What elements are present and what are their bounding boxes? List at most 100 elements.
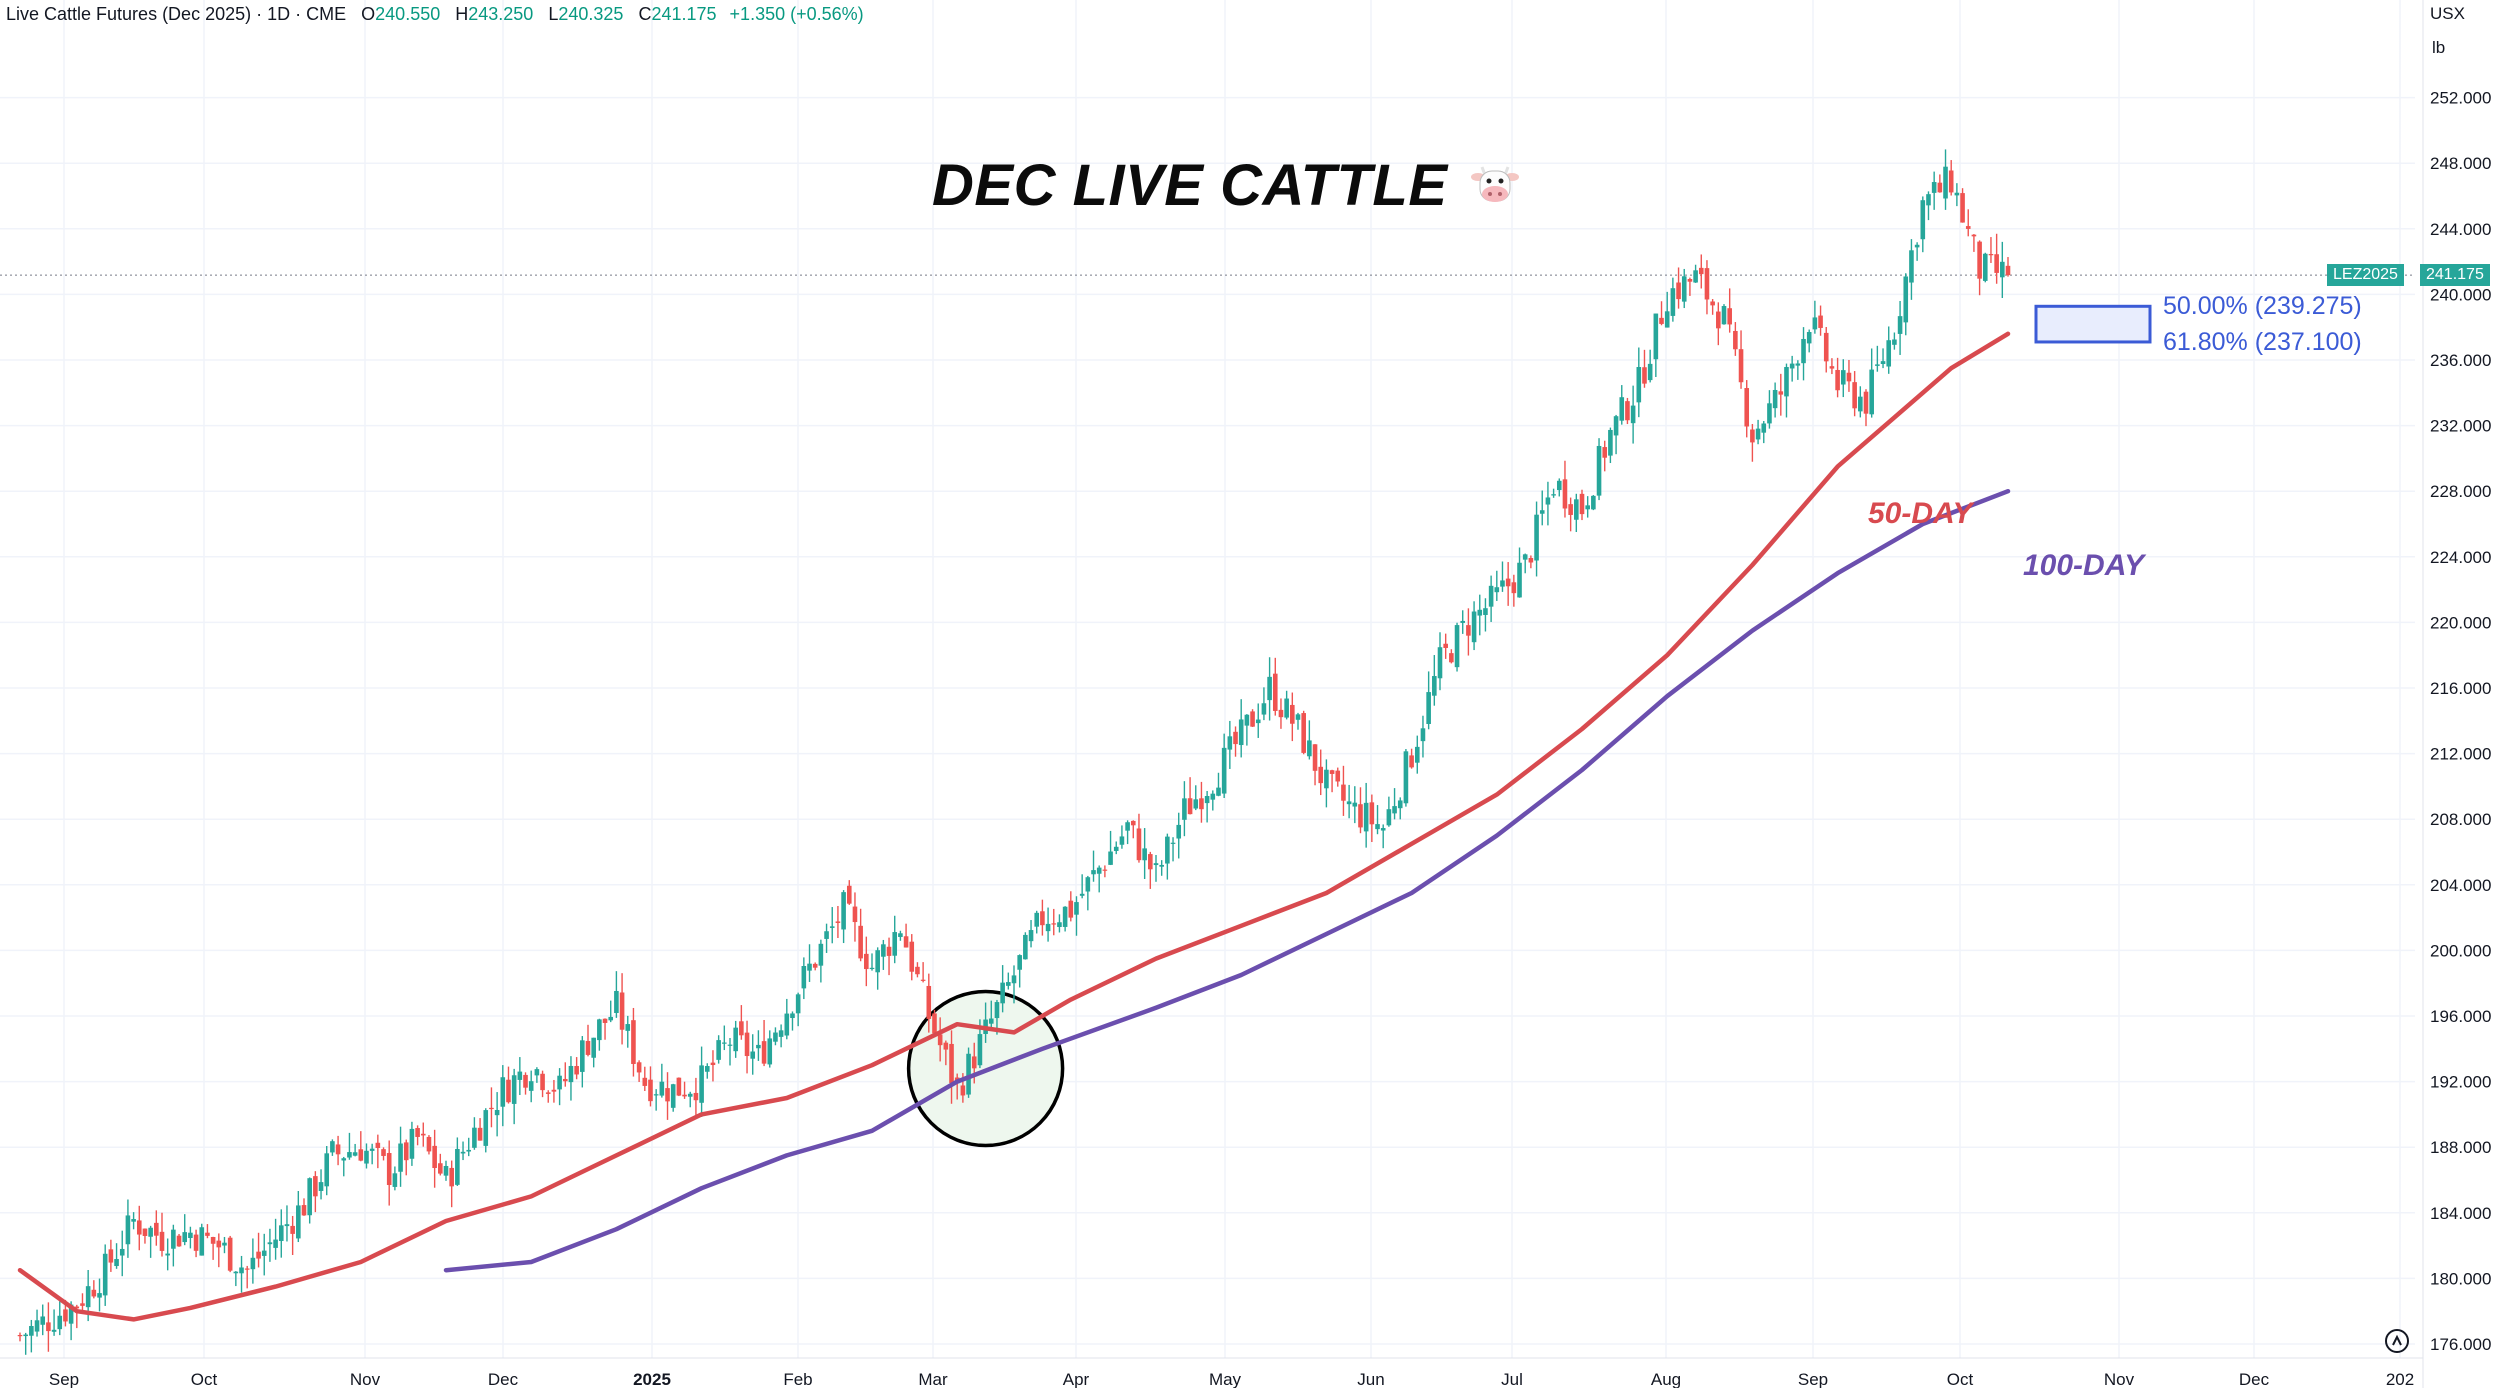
candle-body	[102, 1253, 108, 1296]
candle-body	[239, 1267, 244, 1274]
candle-body	[1670, 288, 1676, 316]
candle-body	[1409, 755, 1414, 768]
candle-body	[818, 943, 824, 966]
candle-body	[176, 1235, 182, 1247]
candle-body	[716, 1040, 721, 1060]
y-tick-label: 188.000	[2430, 1138, 2491, 1157]
candle-body	[1074, 902, 1079, 915]
candle-body	[1642, 367, 1647, 384]
candle-body	[261, 1250, 267, 1256]
candle-body	[1926, 194, 1931, 206]
candle-body	[1619, 397, 1625, 421]
candle-body	[1647, 363, 1653, 381]
candle-body	[574, 1066, 579, 1075]
y-tick-label: 184.000	[2430, 1204, 2491, 1223]
candle-body	[1426, 692, 1431, 724]
candle-body	[739, 1021, 744, 1036]
candle-body	[773, 1032, 778, 1042]
candle-body	[568, 1065, 574, 1083]
candle-body	[1290, 704, 1295, 724]
candle-body	[1113, 846, 1119, 851]
candle-body	[784, 1013, 790, 1036]
candle-body	[1051, 923, 1057, 925]
candle-body	[165, 1253, 170, 1256]
candle-body	[352, 1152, 358, 1156]
candle-body	[744, 1032, 750, 1057]
candle-body	[472, 1127, 477, 1148]
candle-body	[1483, 608, 1488, 615]
candle-body	[1494, 587, 1500, 593]
candle-body	[1733, 330, 1738, 350]
candle-body	[528, 1081, 534, 1091]
candle-body	[1823, 332, 1829, 362]
x-tick-label: Nov	[350, 1370, 381, 1388]
candle-body	[1869, 369, 1874, 415]
candle-body	[489, 1107, 494, 1110]
y-tick-label: 248.000	[2430, 154, 2491, 173]
candle-body	[148, 1227, 153, 1237]
candle-body	[1829, 366, 1835, 369]
candle-body	[1659, 317, 1664, 324]
candle-body	[795, 994, 801, 1014]
currency-label[interactable]: USX	[2430, 4, 2465, 23]
x-tick-label: Dec	[488, 1370, 519, 1388]
candle-body	[1023, 934, 1028, 960]
candle-body	[960, 1085, 966, 1096]
candle-body	[1244, 714, 1250, 726]
candle-body	[619, 992, 625, 1030]
candle-body	[1324, 769, 1329, 789]
low-label: L	[548, 4, 559, 24]
x-tick-label: Jun	[1357, 1370, 1384, 1388]
candle-body	[318, 1182, 324, 1191]
candle-body	[1346, 801, 1352, 805]
candle-body	[1545, 497, 1551, 505]
candle-body	[1505, 578, 1511, 587]
candle-body	[1329, 770, 1335, 774]
candle-body	[892, 932, 898, 956]
y-tick-label: 244.000	[2430, 220, 2491, 239]
low-value: 240.325	[558, 4, 624, 24]
candle-body	[1068, 900, 1074, 918]
candle-body	[1613, 416, 1619, 436]
candle-body	[875, 950, 880, 973]
candle-body	[1937, 182, 1943, 193]
candle-body	[1806, 332, 1812, 344]
candle-body	[131, 1219, 136, 1222]
candle-body	[483, 1110, 489, 1146]
x-tick-label: 2025	[633, 1370, 671, 1388]
chart-grid	[0, 0, 2415, 1358]
annotation-title-text: DEC LIVE CATTLE	[932, 153, 1448, 218]
candle-body	[119, 1248, 125, 1256]
candle-body	[1608, 429, 1613, 456]
candle-body	[1556, 480, 1562, 491]
candle-body	[477, 1127, 483, 1141]
symbol-tag: LEZ2025	[2327, 264, 2404, 286]
candle-body	[392, 1173, 398, 1187]
open-label: O	[361, 4, 376, 24]
candle-body	[330, 1141, 335, 1153]
candle-body	[1261, 703, 1267, 715]
candle-body	[1965, 226, 1971, 229]
candle-body	[517, 1071, 523, 1080]
candle-body	[398, 1143, 403, 1172]
candle-body	[1153, 863, 1159, 866]
candle-body	[642, 1077, 648, 1086]
candle-body	[1148, 854, 1153, 870]
candle-body	[1000, 982, 1005, 1004]
ma100-label: 100-DAY	[2023, 549, 2145, 582]
candle-body	[324, 1153, 330, 1187]
y-tick-label: 212.000	[2430, 745, 2491, 764]
candle-body	[1108, 851, 1113, 865]
candle-body	[1119, 836, 1125, 845]
candle-body	[1585, 505, 1590, 510]
candle-body	[455, 1148, 460, 1185]
candle-body	[341, 1158, 347, 1161]
candle-body	[511, 1075, 517, 1104]
candle-body	[1352, 802, 1358, 807]
candle-body	[1511, 582, 1517, 594]
candle-body	[136, 1220, 142, 1235]
candle-body	[1892, 339, 1897, 345]
candle-body	[1931, 182, 1937, 193]
candle-body	[676, 1077, 682, 1096]
